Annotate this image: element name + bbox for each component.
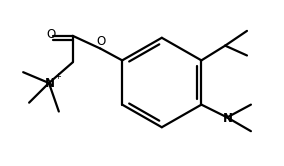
Text: O: O <box>46 28 56 41</box>
Text: N: N <box>45 78 55 90</box>
Text: O: O <box>97 35 106 48</box>
Text: +: + <box>55 72 61 81</box>
Text: N: N <box>223 112 233 125</box>
